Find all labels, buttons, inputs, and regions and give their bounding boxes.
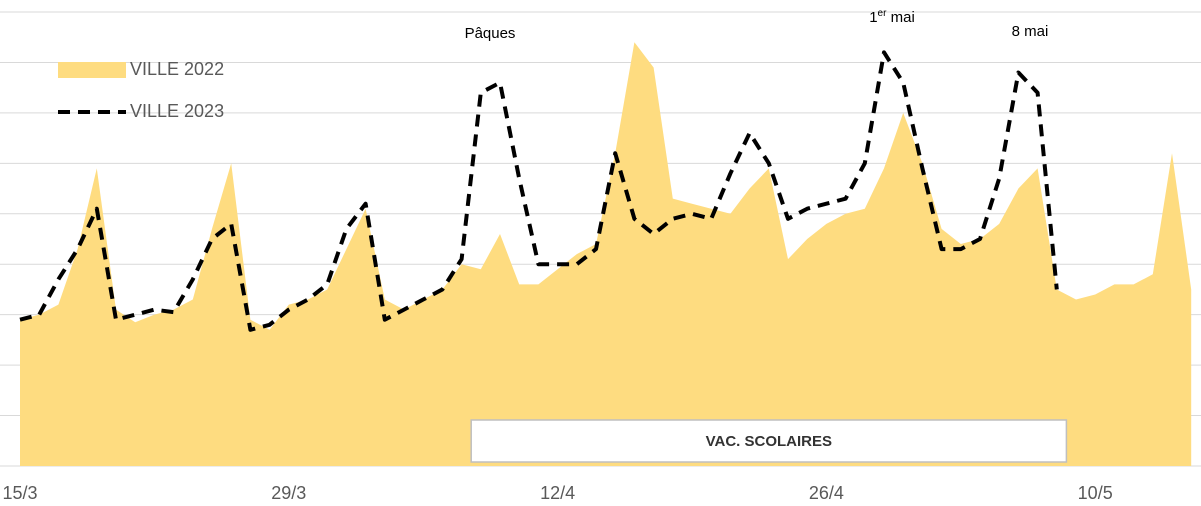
legend-swatch — [58, 62, 126, 78]
x-tick-label: 29/3 — [271, 483, 306, 503]
legend-label: VILLE 2023 — [130, 101, 224, 121]
annotation: 8 mai — [1012, 23, 1049, 40]
band-label: VAC. SCOLAIRES — [706, 433, 832, 450]
annotation: Pâques — [465, 25, 516, 42]
line — [19, 50, 1059, 332]
x-tick-label: 26/4 — [809, 483, 844, 503]
x-tick-label: 15/3 — [2, 483, 37, 503]
annotation-sup: er — [878, 8, 888, 19]
annotation-text: Pâques — [465, 25, 516, 42]
annotation-text: mai — [886, 9, 914, 26]
band-box — [470, 419, 1068, 463]
legend-label: VILLE 2022 — [130, 59, 224, 79]
annotation-text: 1 — [869, 9, 877, 26]
annotation-text: 8 mai — [1012, 23, 1049, 40]
x-tick-label: 10/5 — [1078, 483, 1113, 503]
x-tick-label: 12/4 — [540, 483, 575, 503]
annotation: 1er mai — [869, 8, 915, 26]
area — [20, 42, 1192, 467]
